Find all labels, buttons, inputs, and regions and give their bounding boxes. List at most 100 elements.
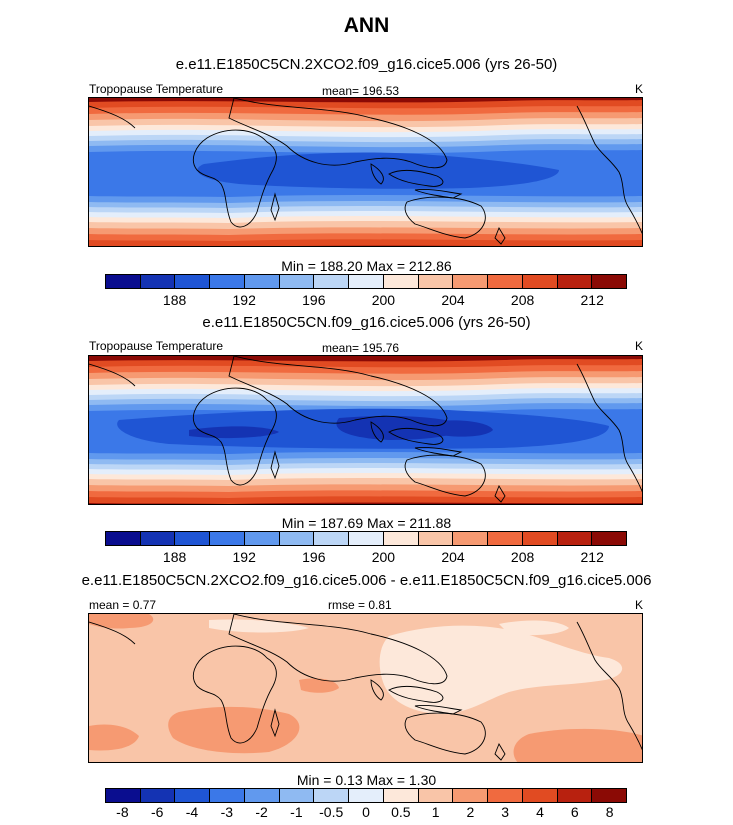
panel-3-case-title: e.e11.E1850C5CN.2XCO2.f09_g16.cice5.006 … [81,572,652,589]
colorbar-segment [210,789,245,802]
colorbar-segment [140,532,176,545]
colorbar-segment [453,789,489,802]
colorbar-tick-label: 204 [441,292,465,308]
panel-3-colorbar-ticks: -8 -6 -4 -3 -2 -1 -0.5 0 0.5 1 2 3 4 6 8 [105,804,627,822]
panel-2-variable-label: Tropopause Temperature [89,339,224,353]
colorbar-segment [557,275,593,288]
colorbar-segment [557,789,593,802]
colorbar-segment [279,789,315,802]
colorbar-segment [418,789,454,802]
colorbar-segment [522,532,558,545]
panel-3-contour-map [89,614,642,762]
colorbar-segment [244,789,280,802]
panel-1-units-label: K [635,82,644,96]
panel-3-map [88,613,643,763]
colorbar-tick-label: 3 [501,804,510,820]
panel-2-minmax: Min = 187.69 Max = 211.88 [281,515,452,531]
panel-2-mean-label: mean= 195.76 [322,341,400,355]
colorbar-segment [592,275,627,288]
panel-3-mean-label: mean = 0.77 [89,598,157,612]
colorbar-segment [488,275,523,288]
colorbar-segment [175,789,211,802]
colorbar-segment [140,275,176,288]
colorbar-tick-label: -1 [290,804,303,820]
colorbar-tick-label: 212 [580,549,604,565]
panel-2-units-label: K [635,339,644,353]
colorbar-segment [314,789,350,802]
colorbar-segment [106,789,141,802]
colorbar-tick-label: 8 [605,804,614,820]
colorbar-tick-label: 196 [302,549,326,565]
panel-1-colorbar [105,274,627,289]
colorbar-segment [592,789,627,802]
colorbar-segment [106,532,141,545]
colorbar-tick-label: -2 [255,804,268,820]
colorbar-tick-label: -6 [150,804,164,820]
panel-1-colorbar-ticks: 188 192 196 200 204 208 212 [105,292,627,310]
colorbar-tick-label: 196 [302,292,326,308]
contour-patch [299,678,339,693]
panel-2-coastlines [89,356,642,503]
panel-2-colorbar [105,531,627,546]
contour-patch [379,625,623,714]
colorbar-tick-label: -4 [185,804,199,820]
colorbar-segment [210,532,245,545]
colorbar-tick-label: -0.5 [319,804,344,820]
contour-core [189,426,279,439]
colorbar-tick-label: 6 [570,804,579,820]
colorbar-segment [244,532,280,545]
colorbar-tick-label: 200 [371,549,396,565]
colorbar-segment [106,275,141,288]
panel-3-colorbar [105,788,627,803]
colorbar-segment [140,789,176,802]
colorbar-tick-label: 212 [580,292,604,308]
panel-3-units-label: K [635,598,644,612]
contour-patch [209,619,309,633]
colorbar-segment [418,275,454,288]
colorbar-segment [175,532,211,545]
colorbar-segment [314,275,350,288]
colorbar-tick-label: -3 [220,804,234,820]
contour-patch [89,724,139,751]
colorbar-segment [244,275,280,288]
contour-patch [168,706,300,754]
colorbar-tick-label: 4 [536,804,544,820]
panel-2-contour-map [89,356,642,504]
colorbar-tick-label: 200 [371,292,396,308]
panel-1-mean-label: mean= 196.53 [322,84,400,98]
colorbar-segment [488,532,523,545]
panel-3-minmax: Min = 0.13 Max = 1.30 [296,772,437,788]
panel-1-contour-map [89,98,642,246]
colorbar-tick-label: 0.5 [391,804,411,820]
colorbar-tick-label: 1 [431,804,440,820]
colorbar-segment [314,532,350,545]
colorbar-segment [418,532,454,545]
colorbar-tick-label: 204 [441,549,465,565]
colorbar-segment [522,789,558,802]
panel-3-rmse-label: rmse = 0.81 [328,598,392,612]
colorbar-segment [557,532,593,545]
colorbar-segment [175,275,211,288]
colorbar-segment [210,275,245,288]
colorbar-segment [383,275,419,288]
colorbar-tick-label: -8 [116,804,129,820]
contour-patch [513,728,642,762]
panel-1-case-title: e.e11.E1850C5CN.2XCO2.f09_g16.cice5.006 … [175,56,558,73]
colorbar-segment [279,275,315,288]
colorbar-segment [592,532,627,545]
colorbar-segment [383,532,419,545]
panel-3-coastlines [89,614,642,761]
figure-title: ANN [343,14,390,37]
colorbar-tick-label: 208 [510,292,535,308]
colorbar-segment [383,789,419,802]
colorbar-tick-label: 192 [232,292,256,308]
panel-2-case-title: e.e11.E1850C5CN.f09_g16.cice5.006 (yrs 2… [202,314,531,331]
panel-1-map [88,97,643,247]
panel-2-colorbar-ticks: 188 192 196 200 204 208 212 [105,549,627,567]
colorbar-tick-label: 188 [162,292,187,308]
contour-patch [499,620,569,636]
contour-patch [89,614,154,629]
colorbar-segment [349,275,384,288]
colorbar-segment [488,789,523,802]
panel-1-coastlines [89,98,642,245]
